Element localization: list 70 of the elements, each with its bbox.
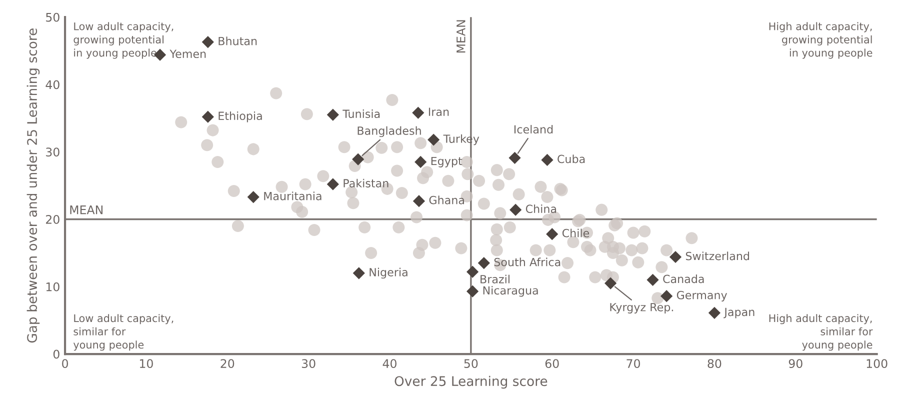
- annotation: Pakistan: [344, 178, 388, 188]
- annotation: Cuba: [558, 154, 585, 164]
- x-tick-label: 100: [866, 359, 888, 368]
- annotation: Iran: [428, 108, 449, 116]
- annotation: Germany: [676, 290, 728, 302]
- point: [326, 178, 339, 190]
- annotation: High adult capacity, growing potential in young people: [769, 22, 872, 59]
- annotation: Nigeria: [370, 268, 408, 279]
- point: [412, 106, 424, 119]
- x-tick-label: 0: [62, 359, 68, 368]
- point: [352, 153, 364, 166]
- annotation: Yemen: [170, 50, 206, 58]
- x-tick-label: 50: [464, 359, 478, 368]
- point: [202, 110, 214, 123]
- y-tick-label: 10: [46, 282, 60, 292]
- annotation: Iceland: [514, 124, 553, 134]
- x-tick-label: 10: [140, 359, 153, 368]
- point: [412, 195, 426, 208]
- point: [669, 250, 682, 264]
- annotation: Bangladesh: [358, 126, 421, 138]
- point: [478, 257, 490, 270]
- annotation: Switzerland: [686, 252, 750, 260]
- annotation: Bhutan: [218, 36, 257, 46]
- annotation: Ethiopia: [218, 111, 262, 122]
- annotation: Brazil: [480, 274, 510, 284]
- y-tick-label: 40: [46, 80, 60, 90]
- y-axis-title: Gap between over and under 25 Learning score: [26, 28, 40, 343]
- point: [660, 290, 673, 302]
- point: [646, 274, 659, 286]
- annotation: Nicaragua: [483, 286, 538, 297]
- ref-line-label: MEAN: [70, 206, 102, 214]
- annotation: Ghana: [429, 196, 464, 204]
- point: [326, 108, 339, 121]
- point: [546, 228, 558, 240]
- annotation: Tunisia: [342, 109, 380, 118]
- point: [247, 190, 260, 204]
- annotation: Mauritania: [264, 192, 322, 200]
- point: [466, 266, 479, 278]
- point: [428, 134, 440, 146]
- point: [466, 285, 479, 298]
- point: [510, 204, 522, 216]
- x-tick-label: 20: [220, 359, 234, 368]
- x-tick-label: 70: [626, 359, 640, 368]
- point: [414, 156, 427, 168]
- x-tick-label: 30: [302, 359, 316, 368]
- annotation: South Africa: [494, 258, 560, 266]
- annotation: China: [526, 204, 556, 214]
- point: [708, 306, 721, 319]
- annotation: High adult capacity, similar for young people: [769, 314, 873, 351]
- annotation: Kyrgyz Rep.: [610, 303, 674, 314]
- y-tick-label: 20: [46, 214, 60, 224]
- annotation: Japan: [724, 308, 754, 318]
- x-tick-label: 60: [545, 359, 559, 368]
- point: [202, 36, 214, 48]
- annotation: Chile: [562, 228, 590, 238]
- x-axis-title: Over 25 Learning score: [394, 376, 548, 389]
- y-tick-label: 50: [46, 12, 60, 22]
- annotation: Egypt: [431, 156, 462, 168]
- point: [604, 277, 617, 290]
- annotation: Canada: [663, 274, 704, 284]
- x-tick-label: 40: [382, 359, 396, 368]
- y-tick-label: 0: [53, 350, 60, 359]
- point: [541, 154, 554, 166]
- x-tick-label: 90: [788, 359, 802, 368]
- annotation: Low adult capacity, similar for young people: [73, 314, 174, 351]
- y-tick-label: 30: [46, 148, 60, 157]
- x-tick-label: 80: [708, 359, 722, 368]
- point: [508, 152, 521, 164]
- point: [352, 267, 365, 280]
- ref-line-label: MEAN: [456, 20, 466, 53]
